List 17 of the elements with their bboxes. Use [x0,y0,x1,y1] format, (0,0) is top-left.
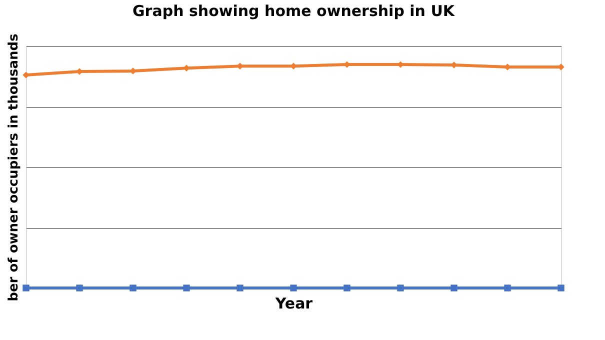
point [397,284,404,292]
point [236,62,244,70]
point [130,68,136,74]
point [290,284,297,292]
point [183,284,190,292]
point [22,284,30,292]
point [558,284,564,292]
point [236,284,244,292]
point [504,284,511,292]
x-axis-title: Year [274,294,314,312]
point [76,284,83,292]
y-axis-title: ber of owner occupiers in thousands [6,33,22,302]
point [450,284,458,292]
point [22,72,30,78]
point [344,284,350,292]
point [130,284,136,292]
chart-title: Graph showing home ownership in UK [132,2,456,20]
